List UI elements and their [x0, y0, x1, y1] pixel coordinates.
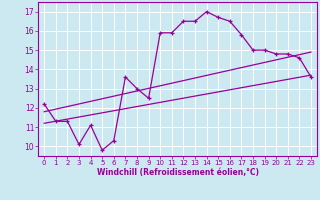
X-axis label: Windchill (Refroidissement éolien,°C): Windchill (Refroidissement éolien,°C)	[97, 168, 259, 177]
